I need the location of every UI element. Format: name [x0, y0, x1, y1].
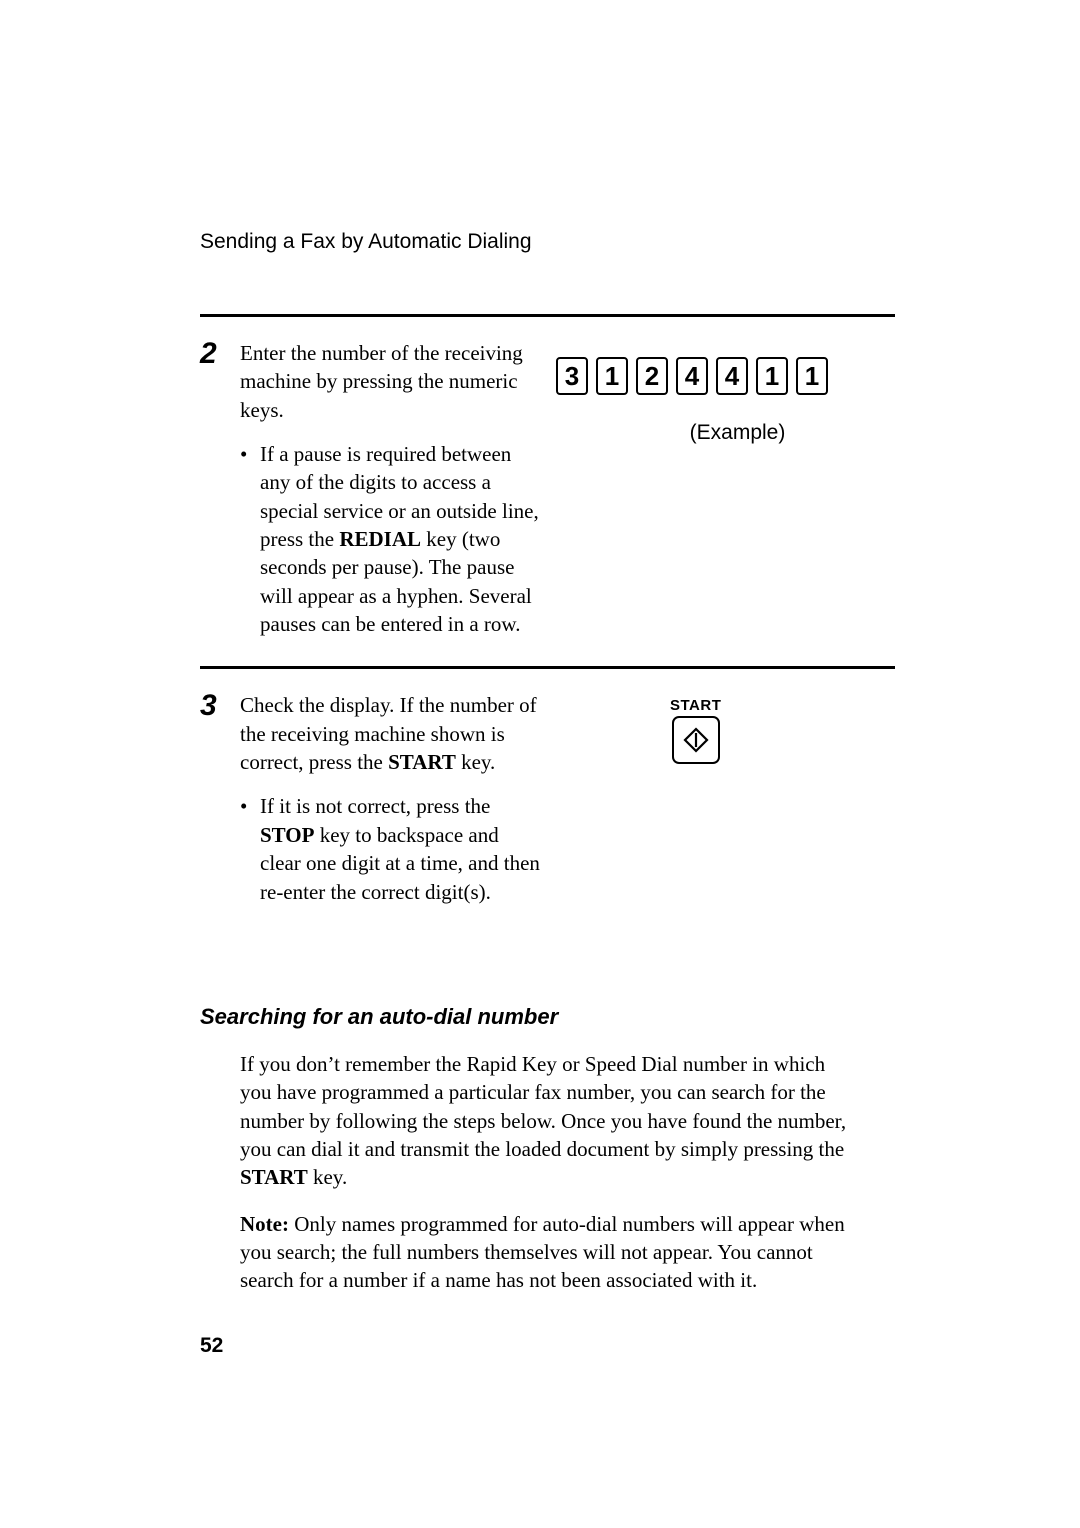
- step-3-body: Check the display. If the number of the …: [240, 691, 895, 905]
- keypad-key: 1: [756, 357, 788, 395]
- step-2-text: Enter the number of the receiving machin…: [240, 339, 540, 638]
- keypad-key: 1: [796, 357, 828, 395]
- step-3-main-post: key.: [456, 750, 495, 774]
- step-number-2: 2: [200, 339, 240, 638]
- step-2-bullet-text: If a pause is required between any of th…: [260, 440, 540, 638]
- paragraph-2-note: Note: Only names programmed for auto-dia…: [240, 1210, 850, 1295]
- step-2-main-text: Enter the number of the receiving machin…: [240, 339, 540, 424]
- page-number: 52: [200, 1334, 223, 1358]
- step-3-bullet-bold: STOP: [260, 823, 314, 847]
- step-3-main-text: Check the display. If the number of the …: [240, 691, 540, 776]
- running-header: Sending a Fax by Automatic Dialing: [200, 230, 895, 254]
- step-3-bullet: • If it is not correct, press the STOP k…: [240, 792, 540, 905]
- keypad-key: 4: [676, 357, 708, 395]
- start-key-button: [672, 716, 720, 764]
- step-2-block: 2 Enter the number of the receiving mach…: [200, 314, 895, 666]
- start-diamond-icon: [683, 727, 709, 753]
- subheading-autodial: Searching for an auto-dial number: [200, 1004, 895, 1030]
- step-2-bullet: • If a pause is required between any of …: [240, 440, 540, 638]
- step-2-graphic: 3 1 2 4 4 1 1 (Example): [540, 339, 895, 638]
- step-2-bullet-bold: REDIAL: [339, 527, 421, 551]
- keypad-example: 3 1 2 4 4 1 1: [556, 357, 895, 395]
- paragraph-1: If you don’t remember the Rapid Key or S…: [240, 1050, 850, 1192]
- step-3-text: Check the display. If the number of the …: [240, 691, 540, 905]
- para1-pre: If you don’t remember the Rapid Key or S…: [240, 1052, 846, 1161]
- keypad-key: 4: [716, 357, 748, 395]
- step-3-bullet-pre: If it is not correct, press the: [260, 794, 490, 818]
- step-2-body: Enter the number of the receiving machin…: [240, 339, 895, 638]
- para2-note-label: Note:: [240, 1212, 289, 1236]
- step-3-graphic: START: [540, 691, 895, 905]
- keypad-key: 1: [596, 357, 628, 395]
- document-page: Sending a Fax by Automatic Dialing 2 Ent…: [0, 0, 1080, 1528]
- para1-post: key.: [308, 1165, 347, 1189]
- start-key-illustration: START: [670, 697, 721, 764]
- step-3-main-bold: START: [388, 750, 456, 774]
- step-3-bullet-text: If it is not correct, press the STOP key…: [260, 792, 540, 905]
- keypad-key: 2: [636, 357, 668, 395]
- bullet-dot-icon: •: [240, 440, 260, 638]
- example-label: (Example): [580, 421, 895, 445]
- keypad-key: 3: [556, 357, 588, 395]
- para2-post: Only names programmed for auto-dial numb…: [240, 1212, 845, 1293]
- start-key-label: START: [670, 697, 721, 714]
- step-number-3: 3: [200, 691, 240, 905]
- para1-bold: START: [240, 1165, 308, 1189]
- step-3-block: 3 Check the display. If the number of th…: [200, 666, 895, 933]
- bullet-dot-icon: •: [240, 792, 260, 905]
